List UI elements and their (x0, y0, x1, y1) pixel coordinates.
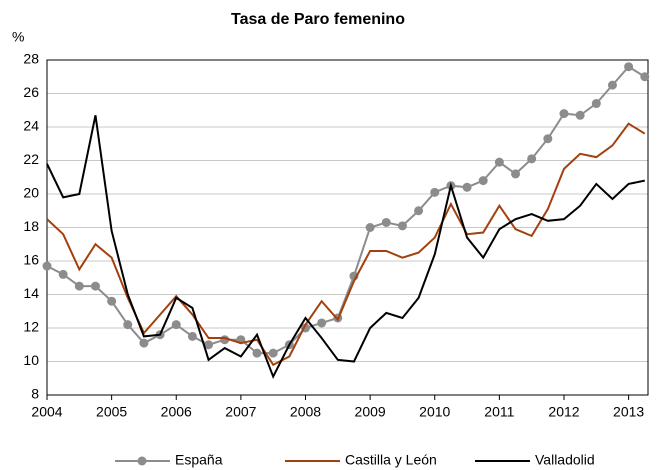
point (90, 281, 100, 291)
point (107, 296, 117, 306)
point (397, 221, 407, 231)
point (42, 261, 52, 271)
point (123, 320, 133, 330)
point (414, 206, 424, 216)
series-line (46, 65, 646, 355)
point (58, 269, 68, 279)
x-tick-label: 2004 (31, 404, 62, 420)
x-tick-label: 2012 (548, 404, 579, 420)
plot-frame (46, 59, 649, 396)
legend-label: España (175, 452, 223, 468)
point (624, 62, 634, 72)
y-tick-label: 26 (23, 84, 39, 100)
point (511, 169, 521, 179)
point (139, 338, 149, 348)
y-tick-label: 8 (31, 386, 39, 402)
point (317, 318, 327, 328)
y-tick-label: 14 (23, 285, 39, 301)
y-tick-label: 20 (23, 185, 39, 201)
x-tick-label: 2011 (484, 404, 514, 420)
y-tick-label: 16 (23, 252, 39, 268)
legend-label: Valladolid (535, 452, 595, 468)
y-tick-label: 12 (23, 319, 39, 335)
chart-title: Tasa de Paro femenino (231, 11, 405, 28)
y-tick-label: 24 (23, 118, 39, 134)
x-tick-label: 2009 (355, 404, 386, 420)
x-tick-label: 2008 (290, 404, 321, 420)
y-tick-label: 18 (23, 218, 39, 234)
point (462, 182, 472, 192)
x-tick-label: 2007 (225, 404, 256, 420)
legend-marker (137, 456, 147, 466)
point (430, 187, 440, 197)
y-tick-label: 10 (23, 352, 39, 368)
y-tick-label: 28 (23, 51, 39, 67)
point (252, 348, 262, 358)
series-line (46, 122, 646, 367)
x-tick-label: 2006 (161, 404, 192, 420)
point (640, 72, 650, 82)
point (575, 110, 585, 120)
x-tick-label: 2010 (419, 404, 450, 420)
point (268, 348, 278, 358)
point (365, 223, 375, 232)
point (171, 320, 181, 330)
point (381, 217, 391, 227)
y-axis-label: % (12, 29, 24, 45)
point (187, 331, 197, 341)
series-line (46, 115, 645, 380)
point (559, 109, 569, 119)
point (607, 80, 617, 90)
point (494, 157, 504, 167)
x-tick-label: 2005 (96, 404, 127, 420)
x-tick-label: 2013 (613, 404, 644, 420)
point (74, 281, 84, 291)
legend-label: Castilla y León (345, 452, 437, 468)
point (204, 340, 214, 350)
point (543, 134, 553, 144)
point (478, 176, 488, 186)
point (591, 99, 601, 109)
point (527, 154, 537, 164)
y-tick-label: 22 (23, 151, 39, 167)
